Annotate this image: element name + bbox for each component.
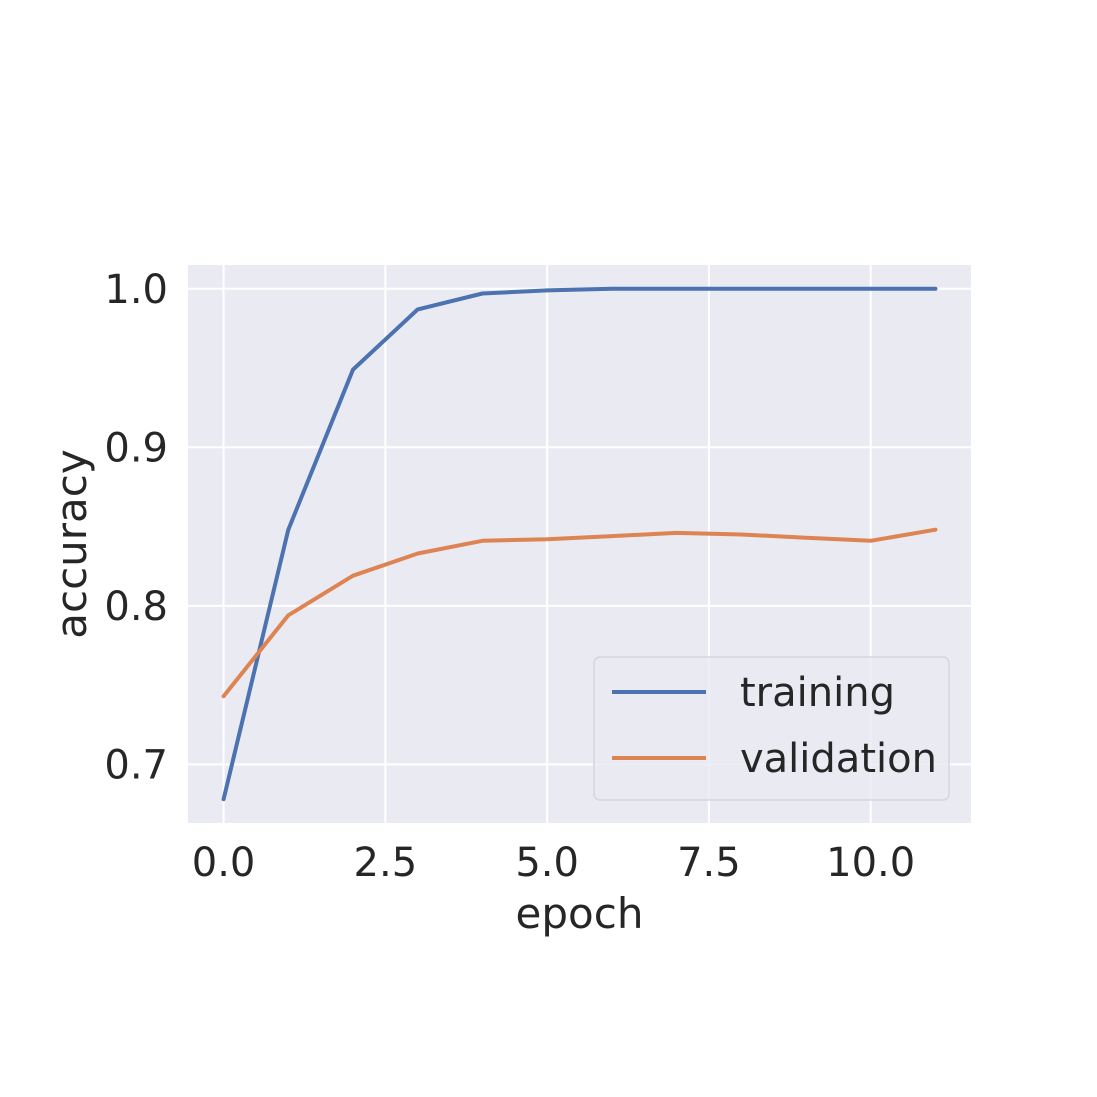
y-tick-label: 0.9 [104, 425, 168, 471]
legend: training validation [593, 656, 950, 801]
y-axis-label: accuracy [47, 449, 96, 639]
legend-label-validation: validation [740, 736, 937, 782]
y-tick-label: 0.8 [104, 584, 168, 630]
series-line-validation [221, 527, 938, 699]
x-axis-label: epoch [516, 889, 644, 938]
series-line-training [221, 286, 938, 802]
x-tick-label: 5.0 [515, 840, 579, 886]
y-tick-label: 0.7 [104, 742, 168, 788]
x-tick-label: 7.5 [677, 840, 741, 886]
x-tick-label: 10.0 [826, 840, 915, 886]
x-tick-label: 0.0 [192, 840, 256, 886]
x-tick-labels: 0.0 2.5 5.0 7.5 10.0 [192, 840, 915, 886]
series-lines [221, 286, 938, 802]
x-tick-label: 2.5 [354, 840, 418, 886]
y-tick-label: 1.0 [104, 267, 168, 313]
y-tick-labels: 0.7 0.8 0.9 1.0 [104, 267, 168, 789]
legend-label-training: training [740, 670, 895, 716]
